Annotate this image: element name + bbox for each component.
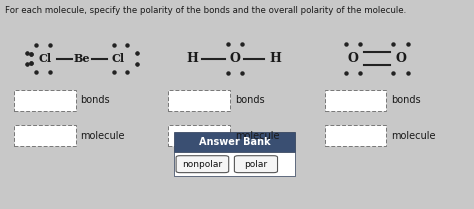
FancyBboxPatch shape [176,156,228,173]
Text: bonds: bonds [81,95,110,105]
Text: O: O [229,52,240,65]
FancyBboxPatch shape [325,125,386,146]
Text: H: H [269,52,281,65]
Text: O: O [348,52,358,65]
FancyBboxPatch shape [14,90,76,111]
Text: Cl: Cl [112,53,125,64]
Text: bonds: bonds [391,95,421,105]
FancyBboxPatch shape [174,132,295,152]
Text: Be: Be [74,53,90,64]
Text: bonds: bonds [235,95,264,105]
Text: Cl: Cl [38,53,52,64]
FancyBboxPatch shape [168,90,230,111]
FancyBboxPatch shape [325,90,386,111]
Text: For each molecule, specify the polarity of the bonds and the overall polarity of: For each molecule, specify the polarity … [5,6,406,15]
Text: molecule: molecule [235,131,279,141]
Text: O: O [395,52,406,65]
Text: H: H [186,52,198,65]
FancyBboxPatch shape [174,152,295,176]
FancyBboxPatch shape [168,125,230,146]
FancyBboxPatch shape [234,156,277,173]
Text: Answer Bank: Answer Bank [199,137,271,147]
Text: polar: polar [245,160,267,169]
Text: nonpolar: nonpolar [182,160,222,169]
Text: molecule: molecule [391,131,436,141]
Text: molecule: molecule [81,131,125,141]
FancyBboxPatch shape [14,125,76,146]
